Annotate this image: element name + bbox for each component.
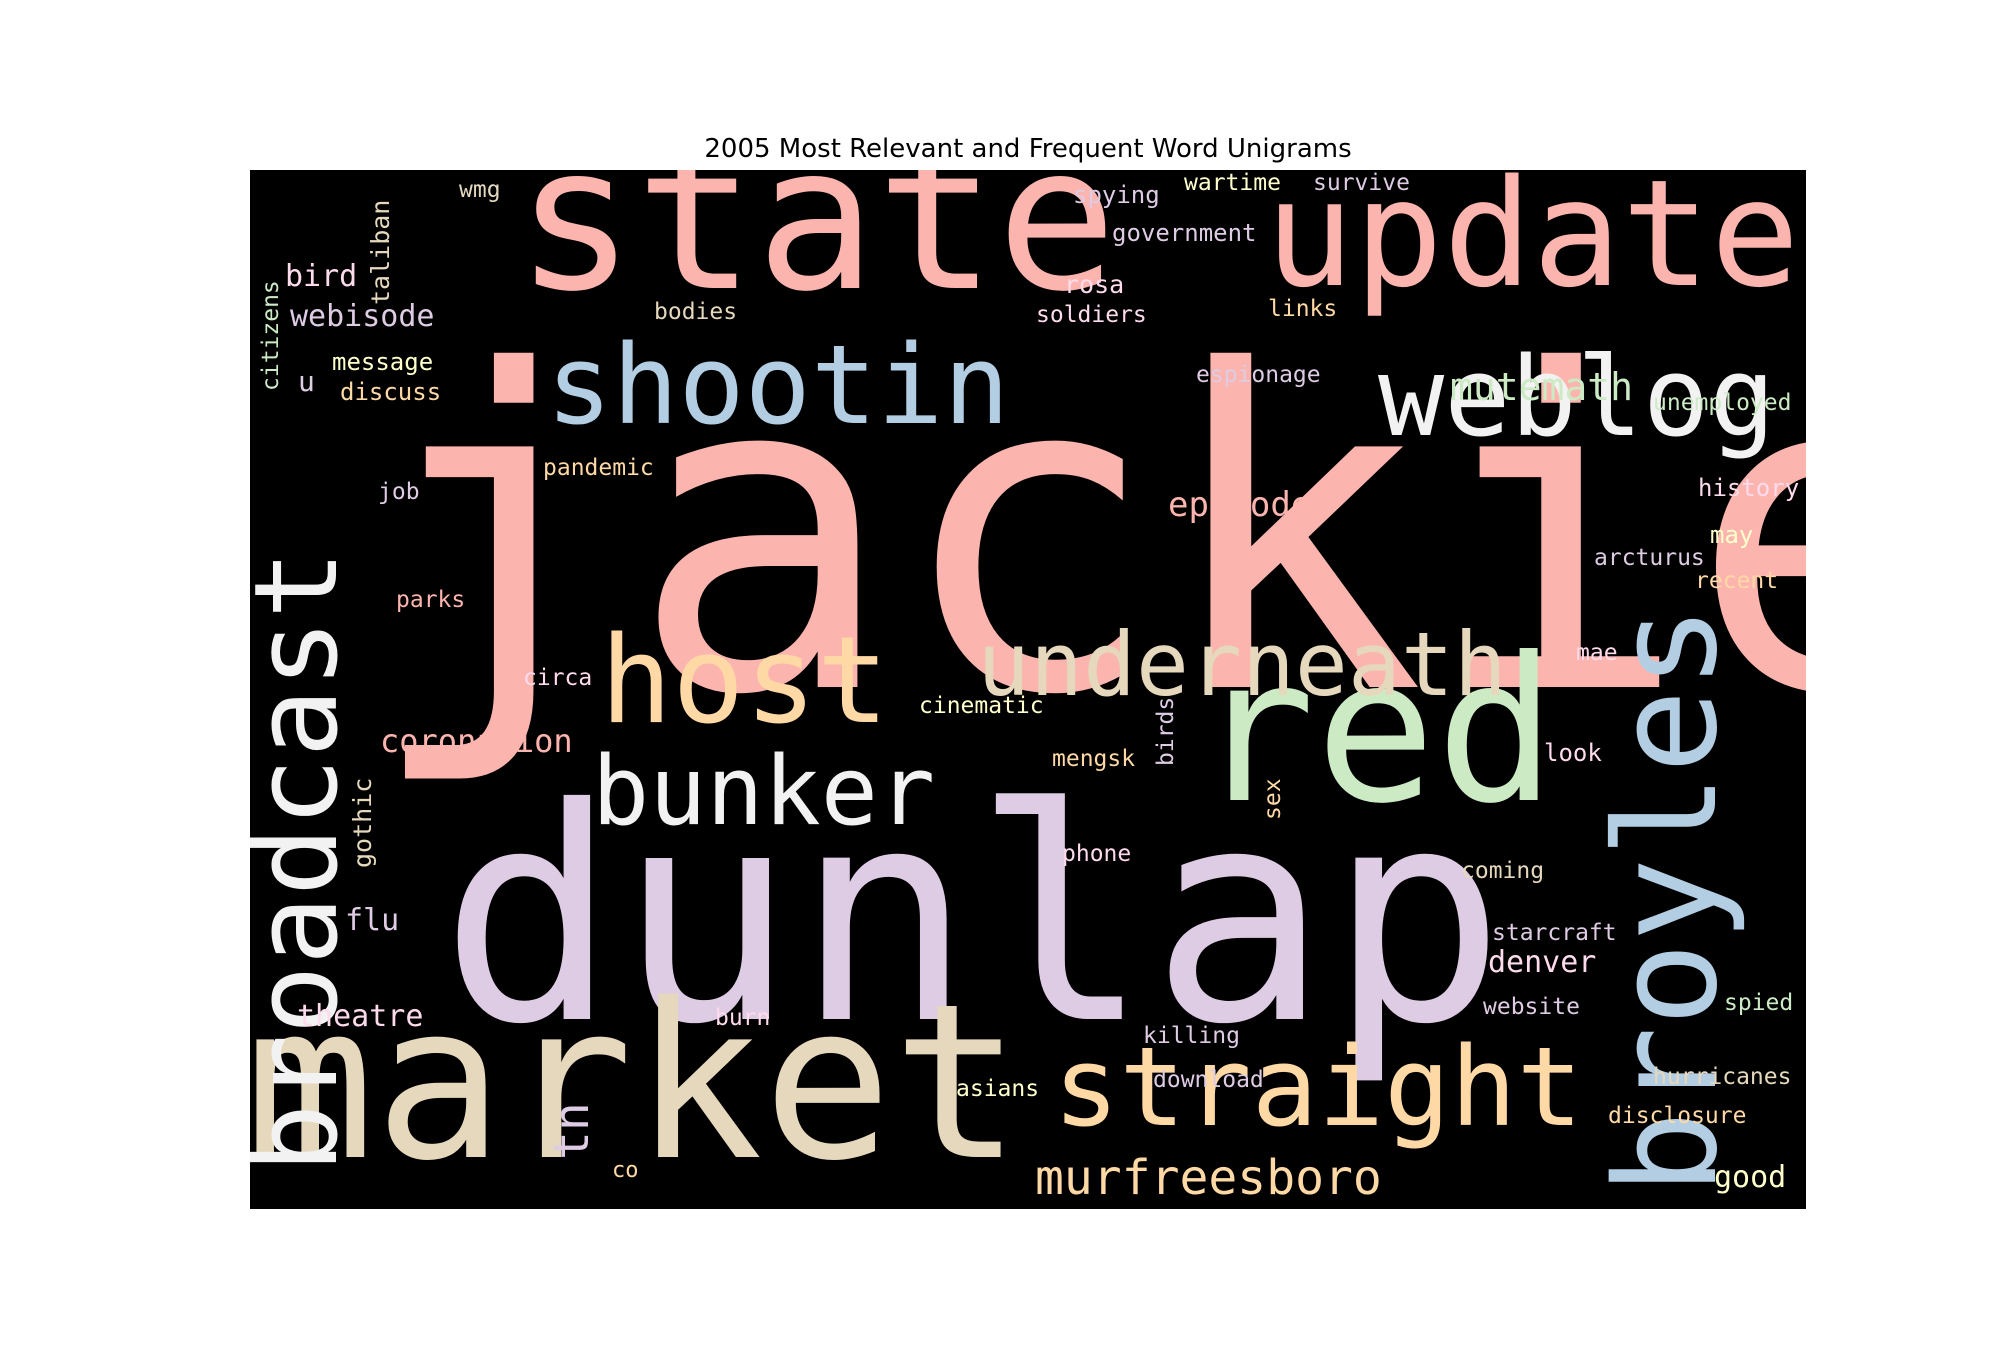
word-may: may — [1710, 521, 1754, 549]
word-disclosure: disclosure — [1608, 1103, 1747, 1129]
chart-title: 2005 Most Relevant and Frequent Word Uni… — [704, 134, 1352, 164]
word-episode: episode — [1168, 485, 1312, 525]
word-citizens: citizens — [258, 280, 284, 391]
word-starcraft: starcraft — [1492, 920, 1617, 946]
word-denver: denver — [1488, 945, 1597, 980]
word-discuss: discuss — [340, 378, 442, 406]
word-links: links — [1268, 296, 1338, 322]
word-spying: spying — [1073, 181, 1160, 209]
word-weblog: weblog — [1378, 333, 1776, 461]
word-coronation: coronation — [380, 722, 573, 760]
word-soldiers: soldiers — [1036, 302, 1147, 328]
word-job: job — [378, 479, 420, 505]
word-unemployed: unemployed — [1653, 390, 1792, 416]
word-mutemath: mutemath — [1450, 365, 1634, 409]
word-burn: burn — [715, 1005, 771, 1031]
word-parks: parks — [396, 587, 466, 613]
word-arcturus: arcturus — [1594, 545, 1705, 571]
word-co: co — [612, 1158, 639, 1183]
word-theatre: theatre — [297, 999, 424, 1034]
word-bodies: bodies — [654, 299, 738, 325]
word-message: message — [332, 348, 434, 376]
word-sex: sex — [1260, 778, 1286, 820]
word-spied: spied — [1724, 990, 1794, 1016]
word-survive: survive — [1313, 170, 1410, 196]
word-red: red — [1195, 615, 1557, 848]
word-cloud: jackie dunlap market state update broyles red b… — [250, 170, 1806, 1209]
word-murfreesboro: murfreesboro — [1035, 1150, 1382, 1206]
word-webisode: webisode — [290, 299, 435, 334]
word-asians: asians — [956, 1076, 1040, 1102]
word-jackie: jackie — [365, 279, 1806, 791]
word-host: host — [600, 612, 889, 751]
word-espionage: espionage — [1196, 362, 1321, 388]
word-bunker: bunker — [592, 737, 936, 847]
word-birds: birds — [1153, 696, 1179, 766]
word-update: update — [1265, 170, 1800, 320]
word-broadcast: broadcast — [250, 549, 364, 1173]
word-state: state — [515, 170, 1118, 336]
word-coming: coming — [1461, 858, 1545, 884]
word-tn: tn — [544, 1102, 600, 1160]
word-u: u — [298, 365, 315, 398]
word-bird: bird — [285, 259, 358, 294]
word-killing: killing — [1143, 1023, 1240, 1049]
word-flu: flu — [345, 903, 400, 938]
word-pandemic: pandemic — [543, 455, 654, 481]
word-market: market — [250, 957, 1022, 1208]
word-circa: circa — [523, 665, 593, 691]
word-rosa: rosa — [1064, 270, 1125, 299]
word-underneath: underneath — [977, 613, 1507, 716]
word-wmg: wmg — [459, 177, 501, 203]
word-phone: phone — [1062, 841, 1132, 867]
word-recent: recent — [1695, 568, 1779, 594]
word-government: government — [1112, 219, 1257, 247]
word-straight: straight — [1053, 1023, 1583, 1151]
word-download: download — [1153, 1067, 1264, 1093]
word-wartime: wartime — [1184, 170, 1281, 196]
word-look: look — [1544, 739, 1602, 767]
word-good: good — [1714, 1160, 1787, 1195]
word-gothic: gothic — [348, 777, 377, 868]
word-website: website — [1483, 994, 1580, 1020]
word-shootin: shootin — [546, 321, 1010, 449]
word-mae: mae — [1576, 640, 1618, 666]
word-cinematic: cinematic — [919, 693, 1044, 719]
word-history: history — [1698, 474, 1800, 502]
word-mengsk: mengsk — [1052, 746, 1136, 772]
word-hurricanes: hurricanes — [1653, 1064, 1792, 1090]
word-taliban: taliban — [366, 199, 395, 305]
word-dunlap: dunlap — [440, 745, 1506, 1089]
